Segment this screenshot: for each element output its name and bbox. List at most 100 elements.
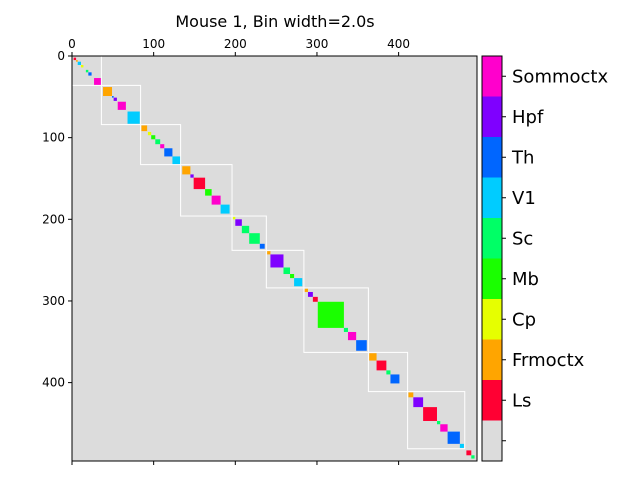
group-outline	[140, 124, 182, 166]
group-outline	[303, 287, 369, 353]
block-th	[447, 431, 460, 444]
block-mb	[151, 135, 156, 140]
group-outline	[180, 164, 233, 217]
x-tick-label: 0	[68, 37, 76, 51]
block-th	[88, 72, 92, 76]
block-ls	[312, 296, 318, 302]
colorbar-frame	[481, 55, 503, 462]
block-sc	[436, 420, 441, 425]
block-mb	[317, 301, 344, 328]
block-ls	[73, 57, 77, 61]
y-tick-label: 300	[42, 294, 65, 308]
x-tick-label: 200	[224, 37, 247, 51]
block-v1	[220, 204, 230, 214]
block-sommoctx	[211, 195, 221, 205]
block-sommoctx	[440, 424, 448, 432]
block-ls	[193, 177, 206, 190]
colorbar-segment	[482, 56, 502, 97]
block-v1	[172, 156, 181, 165]
y-tick-label: 400	[42, 376, 65, 390]
block-th	[112, 96, 114, 98]
x-tick-label: 400	[387, 37, 410, 51]
group-outline	[407, 391, 466, 450]
block-th	[164, 148, 173, 157]
block-cp	[147, 131, 152, 136]
block-frmoctx	[141, 125, 148, 132]
y-tick-label: 0	[57, 49, 65, 63]
colorbar-segment	[482, 258, 502, 300]
block-v1	[77, 61, 81, 65]
block-ls	[423, 407, 437, 421]
colorbar-segment	[482, 96, 502, 138]
block-frmoctx	[304, 288, 308, 292]
block-v1	[459, 443, 464, 448]
block-frmoctx	[76, 60, 78, 62]
block-v1	[127, 111, 140, 124]
block-hpf	[270, 254, 284, 268]
block-sc	[249, 233, 260, 244]
block-sommoctx	[347, 331, 357, 341]
colorbar-label: Sommoctx	[512, 66, 608, 87]
colorbar-label: Mb	[512, 269, 539, 290]
x-axis-ticks: 0 100 200 300 400	[68, 37, 410, 465]
y-tick-label: 200	[42, 212, 65, 226]
colorbar-segment	[482, 299, 502, 340]
colorbar-label: Sc	[512, 228, 533, 249]
block-hpf	[190, 174, 194, 178]
x-tick-label: 300	[306, 37, 329, 51]
colorbar-label: V1	[512, 188, 536, 209]
block-frmoctx	[182, 166, 191, 175]
colorbar-label: Cp	[512, 309, 536, 330]
block-th	[259, 243, 265, 249]
plot-frame	[71, 55, 478, 462]
block-v1	[294, 278, 303, 287]
block-hpf	[113, 97, 117, 101]
y-axis-ticks: 0 100 200 300 400	[42, 49, 72, 390]
colorbar-segment	[482, 420, 502, 462]
block-mb	[290, 274, 295, 279]
block-sommoctx	[160, 144, 165, 149]
group-outline	[367, 351, 409, 393]
colorbar-label: Th	[511, 147, 534, 168]
block-frmoctx	[369, 353, 377, 361]
colorbar-segment	[482, 380, 502, 421]
block-th	[390, 374, 400, 384]
colorbar-segment	[482, 177, 502, 219]
block-sommoctx	[94, 78, 102, 86]
colorbar-segment	[482, 339, 502, 381]
group-outline	[231, 215, 267, 251]
block-hpf	[413, 397, 424, 408]
block-frmoctx	[103, 87, 113, 97]
block-frmoctx	[408, 392, 414, 398]
block-ls	[466, 450, 472, 456]
colorbar-segment	[482, 137, 502, 178]
block-cp	[80, 64, 84, 68]
block-sc	[155, 139, 161, 145]
colorbar-label: Frmoctx	[512, 350, 585, 371]
x-tick-label: 100	[142, 37, 165, 51]
block-mb	[205, 189, 212, 196]
block-sc	[85, 69, 89, 73]
y-tick-label: 100	[42, 131, 65, 145]
colorbar: Sommoctx Hpf Th V1 Sc Mb Cp Frmoctx Ls	[481, 55, 608, 462]
chart-title: Mouse 1, Bin width=2.0s	[175, 12, 374, 31]
block-sc	[343, 327, 348, 332]
block-hpf	[307, 291, 313, 297]
block-th	[356, 340, 367, 351]
region-blocks	[73, 57, 475, 459]
block-sc	[241, 225, 250, 234]
block-sc	[471, 455, 475, 459]
colorbar-label: Hpf	[512, 107, 544, 128]
block-sc	[386, 370, 391, 375]
block-cp	[232, 216, 236, 220]
group-outline	[265, 249, 305, 289]
block-hpf	[235, 219, 242, 226]
block-sc	[283, 267, 291, 275]
block-ls	[376, 360, 387, 371]
block-frmoctx	[267, 251, 271, 255]
colorbar-label: Ls	[512, 390, 531, 411]
block-sommoctx	[117, 101, 126, 110]
group-outline	[100, 84, 142, 126]
colorbar-segment	[482, 218, 502, 259]
